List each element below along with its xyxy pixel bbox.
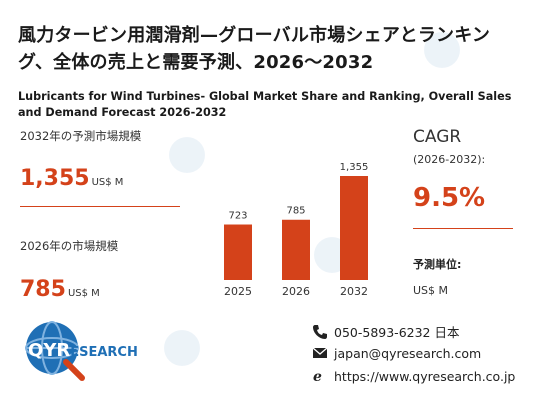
browser-icon: e bbox=[313, 369, 322, 384]
watermark-logo bbox=[169, 137, 205, 173]
contact-web: e https://www.qyresearch.co.jp bbox=[312, 368, 516, 385]
mail-icon bbox=[312, 347, 328, 358]
forecast-2032-unit: US$ M bbox=[91, 177, 124, 188]
forecast-2032-label: 2032年の予測市場規模 bbox=[20, 129, 142, 143]
logo-wordmark: QYRESEARCH bbox=[28, 340, 138, 361]
phone-icon bbox=[313, 324, 327, 339]
qyresearch-logo: QYRESEARCH bbox=[22, 318, 162, 388]
contact-email: japan@qyresearch.com bbox=[312, 345, 481, 361]
bar-2032 bbox=[340, 176, 368, 280]
forecast-unit-label: 予測単位: bbox=[413, 258, 462, 271]
forecast-unit-value: US$ M bbox=[413, 284, 449, 297]
phone-number[interactable]: 050-5893-6232 日本 bbox=[334, 325, 460, 340]
market-2026-value: 785 US$ M bbox=[20, 277, 100, 302]
bar-value-label: 723 bbox=[228, 211, 247, 222]
logo-letter-r: R bbox=[56, 340, 71, 361]
cagr-value: 9.5% bbox=[413, 183, 486, 213]
bar-2026 bbox=[282, 219, 310, 280]
market-2026-label: 2026年の市場規模 bbox=[20, 239, 119, 253]
website-url[interactable]: https://www.qyresearch.co.jp bbox=[334, 368, 516, 384]
contact-phone: 050-5893-6232 日本 bbox=[312, 322, 459, 341]
email-address[interactable]: japan@qyresearch.com bbox=[334, 345, 482, 361]
watermark-logo bbox=[164, 330, 200, 366]
globe-icon bbox=[25, 321, 85, 381]
divider bbox=[20, 206, 180, 207]
cagr-title: CAGR bbox=[413, 127, 462, 147]
logo-letter-y: Y bbox=[43, 340, 57, 361]
forecast-2032-number: 1,355 bbox=[20, 166, 90, 191]
cagr-range: (2026-2032): bbox=[413, 153, 486, 166]
bar-value-label: 1,355 bbox=[340, 162, 369, 173]
svg-text:e: e bbox=[313, 369, 322, 384]
divider bbox=[413, 228, 513, 229]
bar-2025 bbox=[224, 224, 252, 280]
logo-letter-q: Q bbox=[28, 340, 44, 361]
category-label: 2025 bbox=[224, 285, 252, 298]
market-2026-number: 785 bbox=[20, 277, 66, 302]
forecast-2032-value: 1,355 US$ M bbox=[20, 166, 123, 191]
logo-rest: ESEARCH bbox=[70, 345, 138, 360]
market-2026-unit: US$ M bbox=[67, 288, 100, 299]
watermark-logo bbox=[424, 32, 460, 68]
category-label: 2032 bbox=[340, 285, 368, 298]
page-subtitle: Lubricants for Wind Turbines- Global Mar… bbox=[18, 90, 512, 119]
page-title: 風力タービン用潤滑剤—グローバル市場シェアとランキング、全体の売上と需要予測、2… bbox=[18, 25, 491, 73]
category-label: 2026 bbox=[282, 285, 310, 298]
bar-chart: 723 2025 785 2026 1,355 2032 bbox=[224, 162, 369, 298]
bar-value-label: 785 bbox=[286, 206, 305, 217]
